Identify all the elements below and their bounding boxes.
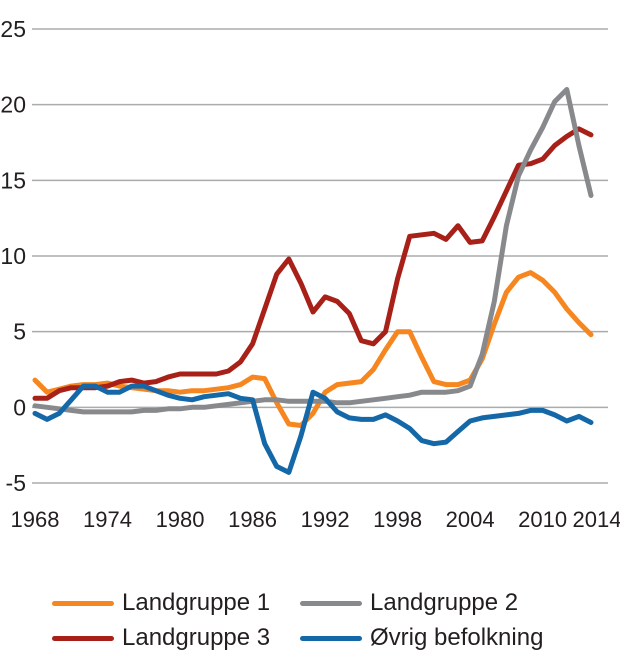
legend-label-landgruppe-3: Landgruppe 3 (122, 624, 271, 651)
legend-label-landgruppe-1: Landgruppe 1 (122, 589, 271, 616)
legend-item-landgruppe-3: Landgruppe 3 (52, 624, 270, 652)
y-axis-tick-label: 10 (0, 243, 26, 269)
series-line-landgruppe-2 (32, 87, 594, 415)
x-axis-tick-label: 1968 (11, 507, 60, 532)
x-axis-tick-label: 1980 (156, 507, 205, 532)
legend-item-ovrig-befolkning: Øvrig befolkning (300, 624, 543, 652)
x-axis-tick-label: 2014 (573, 507, 620, 532)
line-chart-figure: 25 20 15 10 5 0 -5 1968 1974 1980 1986 1992 1998 2004… (0, 16, 620, 651)
y-axis-tick-label: -5 (6, 470, 26, 496)
legend-swatch-ovrig-befolkning (300, 635, 362, 641)
legend-item-landgruppe-2: Landgruppe 2 (300, 589, 518, 617)
y-axis-tick-label: 25 (0, 16, 26, 42)
x-axis-tick-label: 2010 (518, 507, 567, 532)
y-axis-tick-label: 15 (0, 167, 26, 193)
x-axis-tick-label: 1998 (373, 507, 422, 532)
line-chart-plot: 25 20 15 10 5 0 -5 1968 1974 1980 1986 1992 1998 2004… (0, 16, 620, 532)
x-axis-tick-label: 1986 (228, 507, 277, 532)
y-axis-tick-label: 0 (13, 394, 26, 420)
legend-label-landgruppe-2: Landgruppe 2 (370, 589, 519, 616)
x-axis-tick-label: 2004 (446, 507, 495, 532)
legend-item-landgruppe-1: Landgruppe 1 (52, 589, 270, 617)
legend-label-ovrig-befolkning: Øvrig befolkning (370, 624, 544, 651)
x-axis-tick-label: 1992 (301, 507, 350, 532)
y-axis-tick-label: 5 (13, 319, 26, 345)
legend-swatch-landgruppe-1 (52, 600, 114, 606)
legend-swatch-landgruppe-2 (300, 600, 362, 606)
x-axis-tick-label: 1974 (83, 507, 132, 532)
y-axis-tick-label: 20 (0, 92, 26, 118)
series-line-landgruppe-3 (32, 126, 594, 401)
series-line--vrig-befolkning (32, 383, 594, 475)
legend-swatch-landgruppe-3 (52, 635, 114, 641)
